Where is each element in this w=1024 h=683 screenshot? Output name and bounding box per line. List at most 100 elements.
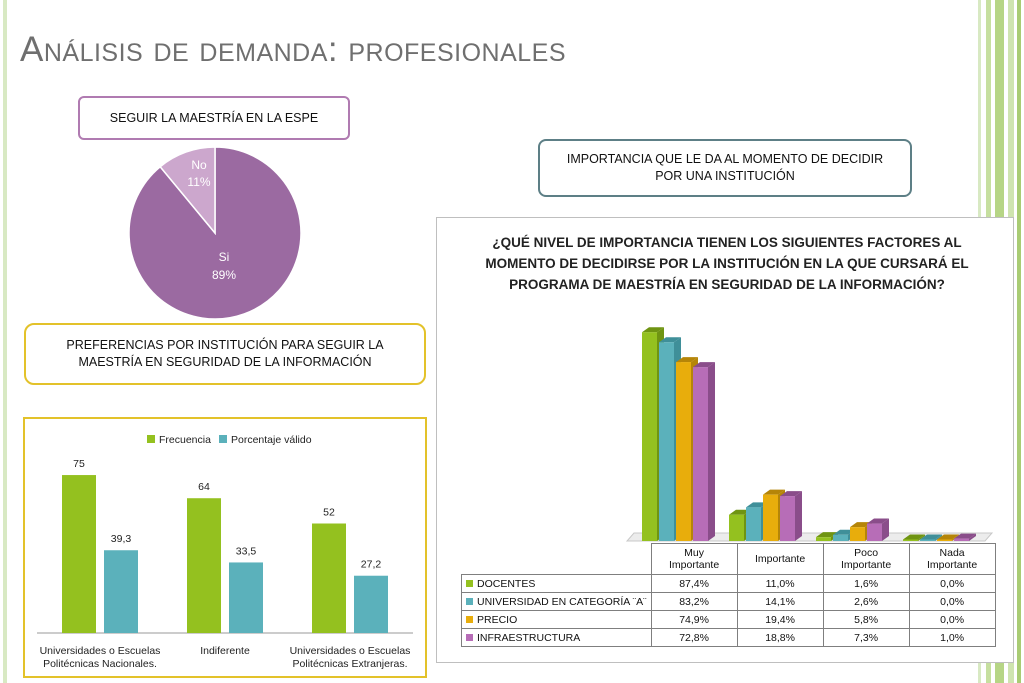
table-corner [462, 544, 652, 575]
bar-frecuencia-1 [187, 498, 221, 633]
bar-value-label: 64 [198, 481, 210, 493]
table-cell: 18,8% [736, 628, 824, 647]
bar-1-2 [833, 534, 848, 541]
label-seguir-maestria: SEGUIR LA MAESTRÍA EN LA ESPE [78, 96, 350, 140]
bar-porcentaje-válido-1 [229, 562, 263, 633]
bar-0-1 [729, 514, 744, 541]
bar-3-3-top [954, 533, 976, 539]
table-cell: 14,1% [736, 592, 824, 611]
bar-0-2-top [816, 532, 838, 538]
pie-slice-si [128, 146, 302, 320]
bar-value-label: 33,5 [236, 545, 257, 557]
chart-floor [625, 532, 994, 542]
table-cell: 2,6% [822, 592, 910, 611]
legend-porcentaje: Porcentaje válido [231, 434, 312, 446]
pie-chart: Si 89% No 11% [128, 146, 302, 320]
bar-3-1-top [780, 491, 802, 497]
bar-frecuencia-0 [62, 475, 96, 633]
category-label: Politécnicas Extranjeras. [293, 658, 408, 670]
table-row: DOCENTES 87,4% 11,0% 1,6% 0,0% [461, 574, 996, 593]
importance-data-table: Muy Importante Importante Poco Importante Nad… [461, 543, 996, 647]
pie-label-no-name: No [191, 158, 207, 172]
bar-2-3 [937, 539, 952, 541]
table-cell: 83,2% [650, 592, 738, 611]
bar-1-0 [659, 342, 674, 541]
slide-title: Análisis de demanda: profesionales [20, 30, 567, 69]
bar-0-1-top [729, 509, 751, 515]
table-cell: 74,9% [650, 610, 738, 629]
bar-0-3-side [918, 534, 925, 541]
bar-0-3-top [903, 534, 925, 540]
table-row: INFRAESTRUCTURA 72,8% 18,8% 7,3% 1,0% [461, 628, 996, 647]
bar-1-0-top [659, 337, 681, 343]
bar-3-2 [867, 523, 882, 541]
bar-porcentaje-válido-2 [354, 575, 388, 633]
bar-3-0-side [708, 362, 715, 541]
bar-2-2 [850, 527, 865, 541]
table-cell: 1,6% [822, 574, 910, 593]
bar-3-1-side [795, 491, 802, 541]
table-row: UNIVERSIDAD EN CATEGORÍA ¨A¨ 83,2% 14,1% 2,… [461, 592, 996, 611]
table-row: PRECIO 74,9% 19,4% 5,8% 0,0% [461, 610, 996, 629]
importance-chart-title: ¿QUÉ NIVEL DE IMPORTANCIA TIENEN LOS SIG… [485, 235, 969, 292]
pie-slice-no [159, 146, 216, 236]
table-cell: 7,3% [822, 628, 910, 647]
bar-1-1-top [746, 502, 768, 508]
bar-0-2 [816, 537, 831, 541]
bar-2-0-top [676, 357, 698, 363]
category-label: Universidades o Escuelas [40, 645, 161, 657]
bar-2-3-top [937, 534, 959, 540]
table-cell: 72,8% [650, 628, 738, 647]
bar-1-3 [920, 539, 935, 541]
table-cell: 19,4% [736, 610, 824, 629]
table-cell: 0,0% [908, 592, 996, 611]
bar-3-2-top [867, 518, 889, 524]
bar-1-3-top [920, 534, 942, 540]
table-series-label: INFRAESTRUCTURA [461, 628, 652, 647]
bar-3-0 [693, 367, 708, 541]
bar-1-3-side [935, 534, 942, 541]
table-cell: 11,0% [736, 574, 824, 593]
table-series-label: DOCENTES [461, 574, 652, 593]
table-series-label: PRECIO [461, 610, 652, 629]
category-label: Indiferente [200, 645, 250, 657]
pie-label-si-value: 89% [212, 268, 236, 282]
bar-0-0-top [642, 327, 664, 333]
bar-3-3 [954, 538, 969, 541]
category-label: Politécnicas Nacionales. [43, 658, 157, 670]
category-label: Universidades o Escuelas [290, 645, 411, 657]
legend-frecuencia: Frecuencia [159, 434, 211, 446]
bar-0-0 [642, 332, 657, 541]
table-header-2: Poco Importante [822, 543, 910, 575]
bar-3-3-side [969, 533, 976, 541]
bar-value-label: 75 [73, 458, 85, 470]
bar-porcentaje-válido-0 [104, 550, 138, 633]
legend-swatch-frecuencia [147, 435, 155, 443]
table-header-1: Importante [736, 543, 824, 575]
table-header-0: Muy Importante [650, 543, 738, 575]
bar-value-label: 39,3 [111, 533, 132, 545]
table-header-3: Nada Importante [908, 543, 996, 575]
bar-2-1 [763, 494, 778, 541]
decor-stripe [3, 0, 7, 683]
bar-3-0-top [693, 362, 715, 368]
bar-value-label: 52 [323, 506, 335, 518]
bar-2-1-top [763, 489, 785, 495]
importance-bar-chart: ¿QUÉ NIVEL DE IMPORTANCIA TIENEN LOS SIG… [436, 217, 1014, 663]
bar-2-2-top [850, 522, 872, 528]
pie-label-no-value: 11% [187, 175, 210, 189]
bar-frecuencia-2 [312, 523, 346, 633]
bar-1-2-top [833, 529, 855, 535]
bar-value-label: 27,2 [361, 559, 382, 571]
bar-3-2-side [882, 518, 889, 541]
label-preferencias: PREFERENCIAS POR INSTITUCIÓN PARA SEGUIR… [24, 323, 426, 385]
bar-0-3 [903, 539, 918, 541]
bar-1-1 [746, 507, 761, 541]
table-cell: 5,8% [822, 610, 910, 629]
table-cell: 1,0% [908, 628, 996, 647]
preference-chart-svg: Frecuencia Porcentaje válido 75 39,3 Unive… [37, 434, 413, 670]
label-importancia: IMPORTANCIA QUE LE DA AL MOMENTO DE DECI… [538, 139, 912, 197]
preference-bar-chart: Frecuencia Porcentaje válido 75 39,3 Unive… [23, 417, 427, 678]
table-series-label: UNIVERSIDAD EN CATEGORÍA ¨A¨ [461, 592, 652, 611]
bar-3-1 [780, 496, 795, 541]
